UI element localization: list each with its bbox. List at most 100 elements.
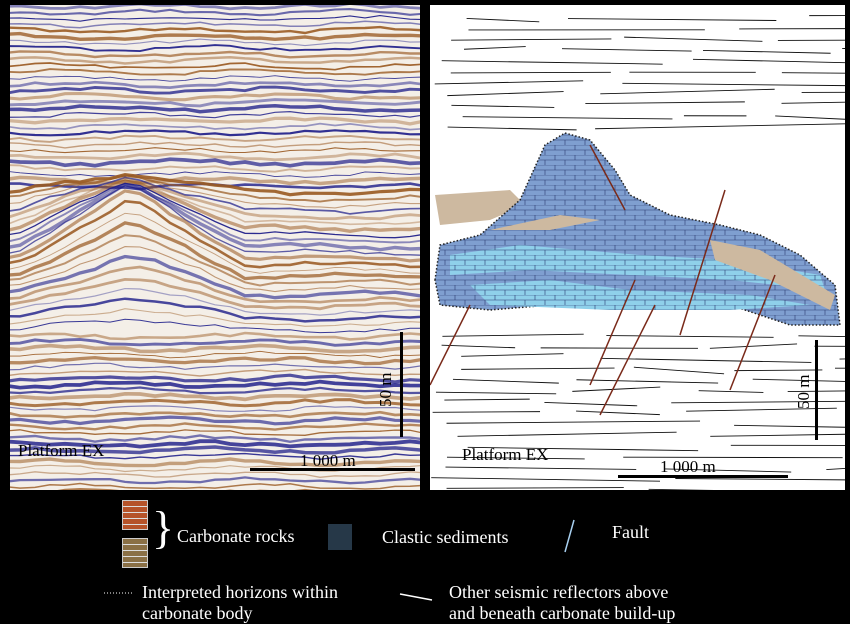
reflector-line: [595, 123, 845, 130]
legend-interpreted-horizons: Interpreted horizons within carbonate bo…: [142, 582, 338, 624]
seismic-reflector: [10, 297, 420, 323]
reflector-line: [633, 366, 725, 375]
legend-clastic-sediments: Clastic sediments: [382, 527, 509, 547]
reflector-line: [692, 58, 845, 64]
seismic-reflector: [10, 391, 420, 402]
reflector-line: [775, 115, 845, 120]
reflector-line: [451, 104, 555, 108]
seismic-reflector: [10, 85, 420, 95]
seismic-reflector: [10, 164, 420, 173]
seismic-reflector: [10, 184, 420, 256]
seismic-reflector: [10, 386, 420, 395]
seismic-reflector: [10, 343, 420, 354]
horizontal-scale-label: 1 000 m: [660, 457, 716, 476]
seismic-reflector: [10, 80, 420, 89]
reflector-line: [450, 71, 611, 74]
seismic-reflector: [10, 116, 420, 126]
clastic-wedge: [710, 240, 835, 310]
reflector-line: [466, 17, 540, 23]
reflector-line: [585, 101, 745, 105]
reflector-line: [826, 468, 845, 471]
reflector-line: [446, 456, 585, 460]
interpretation-panel-label: Platform EX: [462, 445, 549, 464]
reflector-line: [842, 47, 845, 49]
dotted-line-icon: [104, 592, 132, 594]
reflector-line: [457, 431, 677, 437]
reflector-line: [665, 468, 792, 473]
reflector-line: [734, 369, 823, 372]
seismic-reflector: [10, 172, 420, 197]
reflector-line: [600, 357, 812, 363]
seismic-reflector: [10, 68, 420, 76]
reflector-line: [441, 60, 663, 65]
legend-fault: Fault: [612, 522, 650, 542]
seismic-reflector: [57, 487, 316, 490]
reflector-line: [606, 335, 774, 338]
seismic-reflector: [10, 189, 420, 263]
seismic-reflector: [10, 182, 420, 244]
legend-other-reflectors: Other seismic reflectors above and benea…: [449, 582, 675, 624]
solid-line-icon: [399, 593, 433, 601]
legend-carbonate-rocks: Carbonate rocks: [177, 526, 295, 546]
seismic-reflector: [10, 422, 420, 431]
brace-icon: }: [152, 502, 175, 553]
reflector-line: [781, 72, 845, 74]
seismic-reflector: [10, 234, 420, 287]
seismic-reflector: [10, 174, 420, 203]
reflector-line: [698, 390, 764, 393]
reflector-line: [710, 433, 845, 437]
reflector-line: [441, 344, 516, 349]
seismic-reflector: [10, 177, 420, 221]
seismic-reflector: [10, 246, 420, 293]
seismic-image: [10, 5, 420, 490]
seismic-reflector: [10, 38, 420, 47]
seismic-reflector: [10, 44, 420, 53]
seismic-reflector: [10, 362, 420, 371]
seismic-reflector: [10, 55, 420, 65]
seismic-reflector: [10, 355, 420, 366]
seismic-reflector: [10, 405, 420, 412]
reflector-line: [624, 36, 763, 42]
seismic-reflector: [10, 176, 420, 215]
seismic-reflector: [10, 287, 420, 316]
horizontal-scale-label: 1 000 m: [300, 451, 356, 470]
seismic-reflector: [10, 182, 420, 252]
seismic-reflector: [10, 147, 420, 154]
reflector-line: [451, 38, 612, 41]
seismic-reflector: [10, 415, 420, 426]
clastic-body: [435, 190, 525, 225]
interpretation-drawing: [430, 15, 845, 490]
seismic-reflector: [10, 20, 420, 29]
reflector-line: [467, 446, 699, 452]
seismic-reflector: [10, 31, 420, 42]
seismic-reflector: [10, 151, 420, 162]
seismic-reflector: [10, 171, 420, 178]
seismic-reflector: [10, 25, 420, 35]
reflector-line: [777, 39, 845, 41]
fault-line-icon: [564, 519, 575, 553]
seismic-reflector: [10, 199, 420, 269]
seismic-reflector: [10, 482, 420, 490]
reflector-line: [572, 386, 661, 392]
seismic-reflector: [10, 178, 420, 226]
reflector-line: [447, 91, 564, 97]
seismic-reflector: [10, 429, 420, 436]
reflector-line: [671, 400, 845, 404]
seismic-reflector: [10, 15, 420, 22]
reflector-line: [576, 379, 719, 384]
reflector-line: [686, 407, 837, 412]
seismic-reflector: [10, 122, 420, 131]
seismic-reflector: [10, 476, 420, 485]
reflector-line: [452, 378, 559, 384]
reflector-line: [435, 391, 557, 395]
seismic-reflector: [10, 265, 420, 304]
seismic-reflector-lines: [431, 15, 845, 490]
seismic-panel-label: Platform EX: [18, 441, 105, 460]
seismic-reflector: [10, 5, 420, 11]
reflector-line: [561, 48, 692, 52]
seismic-reflector: [10, 337, 420, 347]
clastic-swatch: [328, 524, 352, 550]
reflector-line: [798, 335, 845, 337]
reflector-line: [839, 358, 845, 360]
reflector-line: [446, 420, 701, 424]
